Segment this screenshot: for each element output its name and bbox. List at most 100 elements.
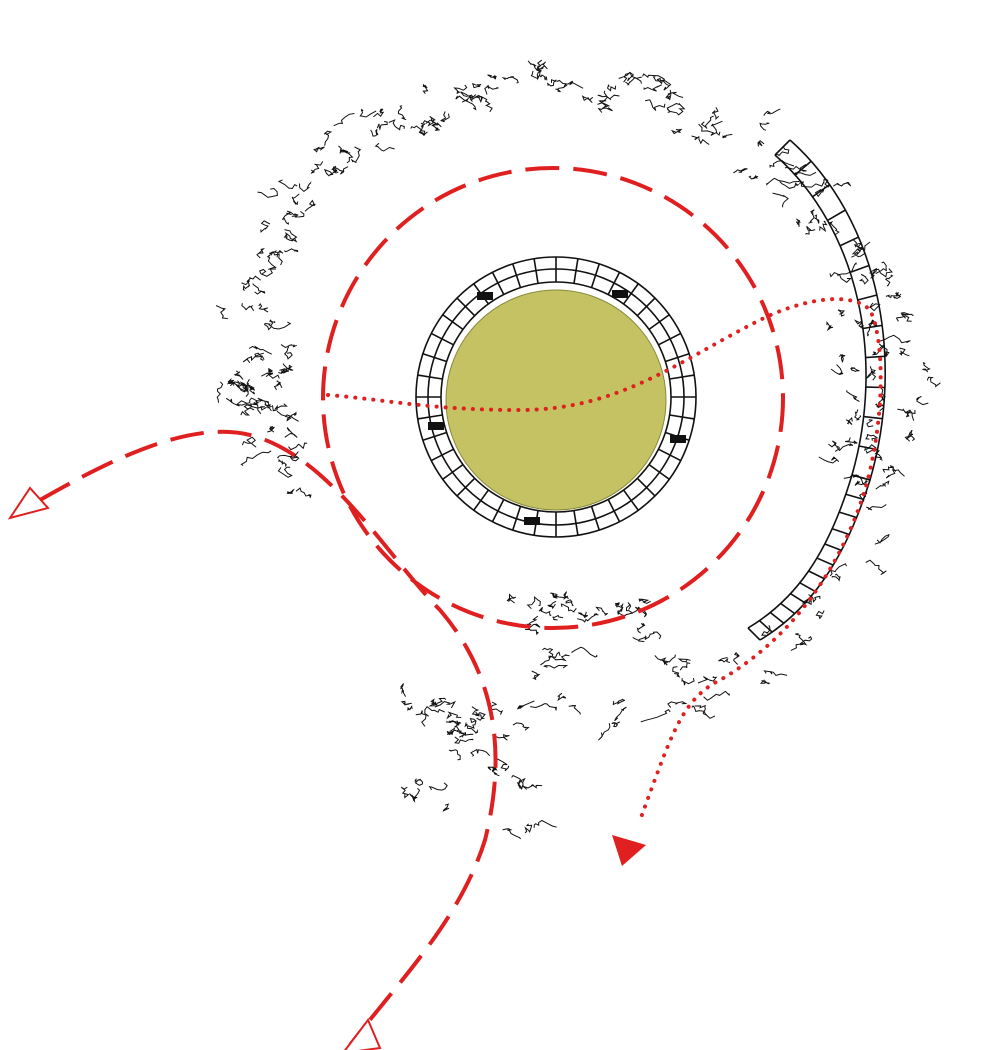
scribble xyxy=(814,188,825,198)
scribble xyxy=(242,352,264,364)
scribble xyxy=(552,614,564,621)
scribble xyxy=(611,721,621,728)
scribble xyxy=(555,83,568,93)
scribble xyxy=(285,411,297,422)
scribble xyxy=(845,437,858,445)
scribble xyxy=(565,599,574,607)
scribble xyxy=(774,146,790,157)
scribble xyxy=(632,636,647,643)
scribble xyxy=(502,828,522,840)
scribble xyxy=(542,647,554,658)
scribble xyxy=(241,275,261,286)
scribble xyxy=(667,701,688,708)
scribble xyxy=(278,458,287,467)
scribble xyxy=(233,370,244,380)
scribble xyxy=(568,705,581,715)
scribble xyxy=(264,403,273,412)
scribble xyxy=(425,115,436,124)
scribble xyxy=(420,120,442,128)
rib xyxy=(607,499,621,523)
scribble xyxy=(480,96,493,113)
scribble xyxy=(273,380,283,391)
scribble xyxy=(284,346,293,360)
scribble xyxy=(464,722,479,734)
rib xyxy=(607,271,621,295)
scribble xyxy=(546,79,557,87)
scribble xyxy=(769,160,795,168)
scribble xyxy=(424,705,445,717)
scribble xyxy=(261,372,280,379)
scribble xyxy=(900,312,914,319)
scribble xyxy=(805,226,816,235)
rib xyxy=(430,448,454,462)
scribble xyxy=(338,145,354,164)
arrow-head xyxy=(344,1018,382,1050)
scribble xyxy=(640,709,671,723)
bench xyxy=(524,517,540,525)
scribble xyxy=(400,786,410,799)
scribble xyxy=(440,111,450,123)
scribble xyxy=(215,305,228,320)
scribble xyxy=(286,488,295,495)
scribble xyxy=(895,315,912,322)
scribble xyxy=(258,302,269,313)
scribble xyxy=(595,606,609,616)
scribble xyxy=(411,795,418,803)
pergola-ribs xyxy=(747,139,885,641)
scribble xyxy=(626,602,634,614)
scribble xyxy=(226,377,235,385)
scribble xyxy=(826,321,833,332)
scribble xyxy=(843,474,865,486)
rib xyxy=(827,209,846,222)
rib xyxy=(824,543,842,552)
scribble xyxy=(819,220,828,233)
rib xyxy=(758,620,773,633)
scribble xyxy=(284,427,298,438)
scribble xyxy=(815,610,825,620)
scribble xyxy=(875,261,887,275)
rib xyxy=(622,283,639,305)
rib xyxy=(839,236,859,247)
scribble xyxy=(237,380,249,398)
scribble xyxy=(885,469,905,479)
scribble xyxy=(540,651,561,666)
scribble xyxy=(240,450,272,466)
scribble xyxy=(484,84,499,95)
rib xyxy=(865,355,885,359)
scribble xyxy=(409,788,421,798)
scribble xyxy=(487,74,497,80)
scribble xyxy=(373,108,385,118)
scribble xyxy=(241,303,255,311)
scribble xyxy=(428,782,448,791)
scribble xyxy=(850,367,860,372)
scribble xyxy=(865,370,877,381)
scribble xyxy=(908,430,916,441)
scribble xyxy=(533,819,557,828)
scribble xyxy=(703,690,730,701)
scribble xyxy=(866,419,874,428)
scribble xyxy=(511,774,528,790)
scribble xyxy=(248,384,256,395)
scribble xyxy=(475,711,486,721)
scribble xyxy=(295,487,312,498)
dashed-route xyxy=(39,429,498,1047)
scribble xyxy=(636,622,646,634)
scribble xyxy=(577,613,599,623)
scribble xyxy=(837,309,846,317)
scribble xyxy=(288,442,308,451)
rib xyxy=(417,374,443,380)
scribble xyxy=(536,65,546,71)
scribble xyxy=(667,89,684,98)
scribble xyxy=(527,60,542,72)
scribble xyxy=(279,367,292,374)
scribble xyxy=(597,102,613,112)
scribble xyxy=(638,598,651,604)
scribble xyxy=(260,220,271,233)
rib xyxy=(511,506,522,531)
scribble xyxy=(291,211,305,218)
rib xyxy=(794,160,812,176)
scribble xyxy=(350,146,362,163)
scribble xyxy=(829,271,852,283)
scribble xyxy=(243,401,259,410)
scribble xyxy=(766,177,800,186)
